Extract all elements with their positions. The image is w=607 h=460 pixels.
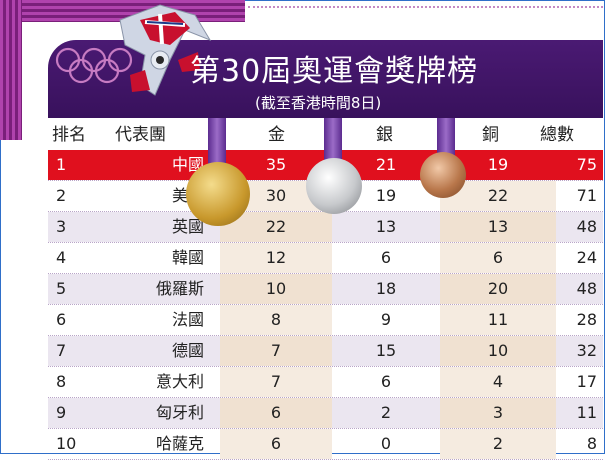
olympic-mascot-icon [119,4,212,96]
olympic-rings-icon [55,47,133,84]
cell-gold: 10 [220,274,332,304]
cell-rank: 10 [56,434,77,453]
column-header-silver: 銀 [376,125,393,145]
medal-table: 1中國352119752美國301922713英國221313484韓國1266… [48,150,603,460]
cell-rank: 8 [56,372,67,391]
cell-silver: 15 [332,336,440,366]
cell-silver: 2 [332,398,440,428]
cell-total: 48 [556,212,603,242]
cell-silver: 13 [332,212,440,242]
table-row: 10 哈薩克 6 0 2 8 [48,429,603,460]
cell-rank: 3 [48,212,100,242]
decorative-band-left [0,0,22,140]
cell-total: 17 [576,372,597,391]
cell-total: 71 [576,186,597,205]
cell-team: 俄羅斯 [100,274,220,304]
gold-medal-icon [184,118,254,238]
cell-total: 75 [556,150,603,180]
cell-gold: 7 [220,336,332,366]
cell-team: 韓國 [171,248,204,267]
table-row: 7 德國 7 15 10 32 [48,336,603,367]
table-row: 4 韓國 12 6 6 24 [48,243,603,274]
table-row: 9 匈牙利 6 2 3 11 [48,398,603,429]
cell-team: 法國 [171,310,204,329]
cell-rank: 4 [56,248,67,267]
cell-bronze: 4 [440,367,556,397]
column-header-team: 代表團 [115,125,166,145]
cell-gold: 6 [220,398,332,428]
page-title: 第30屆奧運會獎牌榜 [190,54,479,89]
cell-total: 24 [576,248,597,267]
cell-team: 德國 [100,336,220,366]
table-row: 6 法國 8 9 11 28 [48,305,603,336]
cell-silver: 0 [380,434,392,453]
cell-rank: 1 [48,150,100,180]
cell-gold: 12 [220,243,332,273]
cell-rank: 5 [48,274,100,304]
cell-bronze: 2 [440,429,556,459]
cell-silver: 9 [380,310,392,329]
cell-silver: 6 [380,372,392,391]
cell-bronze: 20 [440,274,556,304]
column-header-bronze: 銅 [482,125,499,145]
cell-rank: 2 [56,186,67,205]
column-header-total: 總數 [540,125,574,145]
cell-total: 28 [576,310,597,329]
decorative-dotted-line [248,6,603,10]
cell-bronze: 11 [440,305,556,335]
cell-gold: 6 [220,429,332,459]
cell-rank: 9 [48,398,100,428]
cell-bronze: 6 [440,243,556,273]
table-row: 8 意大利 7 6 4 17 [48,367,603,398]
cell-gold: 8 [220,305,332,335]
silver-medal-icon [304,118,364,218]
cell-total: 48 [556,274,603,304]
cell-team: 哈薩克 [155,434,204,453]
cell-team: 意大利 [155,372,204,391]
table-row: 3 英國 22 13 13 48 [48,212,603,243]
table-row: 5 俄羅斯 10 18 20 48 [48,274,603,305]
cell-rank: 7 [48,336,100,366]
cell-bronze: 10 [440,336,556,366]
column-header-rank: 排名 [52,125,86,145]
cell-gold: 7 [220,367,332,397]
page-subtitle: (截至香港時間8日) [255,94,382,112]
cell-bronze: 3 [440,398,556,428]
cell-bronze: 13 [440,212,556,242]
bronze-medal-icon [418,118,474,202]
cell-team: 匈牙利 [100,398,220,428]
cell-rank: 6 [56,310,67,329]
cell-silver: 19 [375,186,397,205]
cell-total: 32 [556,336,603,366]
cell-silver: 6 [380,248,392,267]
cell-total: 8 [586,434,597,453]
column-header-gold: 金 [268,125,285,145]
cell-silver: 18 [332,274,440,304]
cell-total: 11 [556,398,603,428]
